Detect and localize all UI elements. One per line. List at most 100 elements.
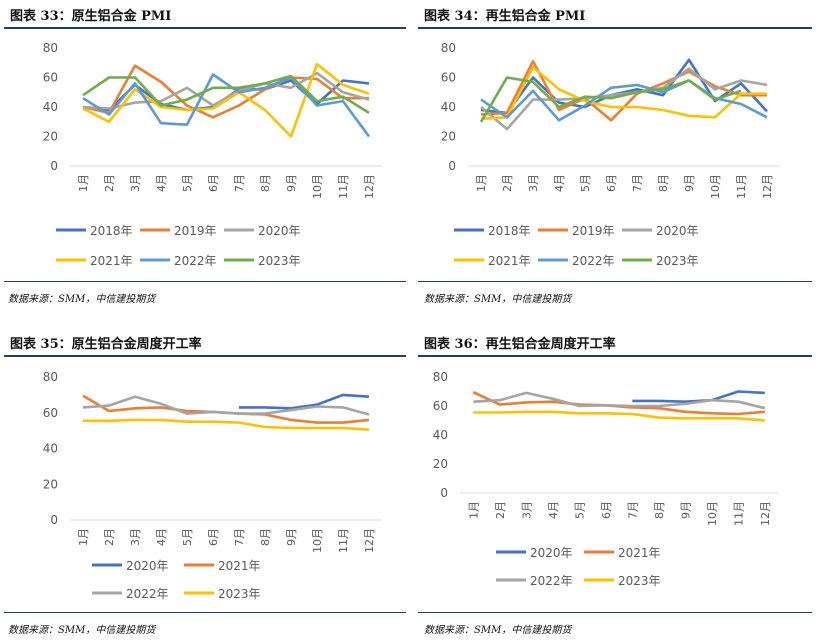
legend-label: 2023年 [218, 587, 261, 601]
series-line [82, 62, 370, 138]
legend-label: 2022年 [530, 574, 573, 588]
x-tick-label: 5月 [573, 501, 586, 519]
y-tick-label: 60 [43, 71, 58, 85]
y-tick-label: 0 [448, 159, 456, 173]
series-line [83, 418, 370, 431]
x-tick-label: 10月 [709, 174, 722, 199]
legend-label: 2021年 [218, 559, 261, 573]
legend-label: 2020年 [656, 224, 699, 238]
x-tick-label: 5月 [579, 174, 592, 192]
series-line [82, 64, 369, 119]
legend-label: 2022年 [126, 587, 169, 601]
series-line [82, 74, 370, 115]
series-line [473, 391, 766, 410]
y-tick-label: 60 [441, 71, 456, 85]
y-tick-label: 40 [433, 428, 448, 442]
x-tick-label: 3月 [129, 174, 142, 192]
line-chart-recycled-pmi: 0 20 40 60 80 1月 2月 3月 4月 5月 6月 7月 8月 9月 10月 11月 12月 2018… [441, 41, 780, 268]
x-tick-label: 12月 [761, 174, 774, 199]
x-tick-label: 4月 [155, 528, 168, 546]
y-tick-label: 20 [441, 130, 456, 144]
footer-divider [418, 612, 812, 613]
x-tick-label: 12月 [363, 528, 376, 553]
x-tick-label: 11月 [337, 528, 350, 553]
x-tick-label: 11月 [735, 174, 748, 199]
x-tick-label: 6月 [605, 174, 618, 192]
x-tick-label: 4月 [547, 501, 560, 519]
x-tick-label: 8月 [653, 501, 666, 519]
title-divider [4, 27, 406, 29]
y-tick-label: 0 [50, 159, 58, 173]
source-note: 数据来源：SMM，中信建投期货 [424, 294, 572, 305]
footer-divider [4, 281, 406, 282]
footer-divider [4, 612, 406, 613]
legend-label: 2022年 [572, 254, 615, 268]
x-tick-label: 11月 [732, 501, 745, 526]
x-tick-label: 1月 [77, 528, 90, 546]
line-chart-recycled-operating-rate: 0 20 40 60 80 1月 2月 3月 4月 5月 6月 7月 8月 9月 10月 11月 12月 2020… [433, 370, 778, 588]
chart-title: 图表 35：原生铝合金周度开工率 [10, 337, 202, 352]
y-tick-label: 80 [43, 41, 58, 55]
series-line [82, 73, 371, 138]
source-note: 数据来源：SMM，中信建投期货 [8, 625, 156, 636]
line-chart-primary-operating-rate: 0 20 40 60 80 1月 2月 3月 4月 5月 6月 7月 8月 9月 10月 11月 12月 2020… [43, 370, 382, 601]
series-line [479, 76, 742, 123]
title-divider [418, 27, 812, 29]
legend-label: 2023年 [618, 574, 661, 588]
x-tick-label: 8月 [657, 174, 670, 192]
x-tick-label: 10月 [311, 528, 324, 553]
title-divider [4, 355, 406, 357]
x-tick-label: 10月 [706, 501, 719, 526]
source-note: 数据来源：SMM，中信建投期货 [424, 625, 572, 636]
legend-label: 2019年 [174, 224, 217, 238]
series-line [480, 65, 767, 121]
x-tick-label: 7月 [233, 528, 246, 546]
x-tick-label: 9月 [683, 174, 696, 192]
y-tick-label: 80 [441, 41, 456, 55]
y-tick-label: 20 [43, 477, 58, 491]
x-tick-label: 3月 [527, 174, 540, 192]
series-line [82, 395, 370, 416]
y-tick-label: 0 [440, 486, 448, 500]
y-tick-label: 0 [50, 513, 58, 527]
y-tick-label: 40 [43, 442, 58, 456]
x-tick-label: 12月 [759, 501, 772, 526]
x-tick-label: 4月 [155, 174, 168, 192]
x-tick-label: 2月 [501, 174, 514, 192]
y-tick-label: 80 [43, 370, 58, 384]
x-tick-label: 8月 [259, 528, 272, 546]
x-tick-label: 5月 [181, 528, 194, 546]
legend-label: 2021年 [488, 254, 531, 268]
legend-label: 2023年 [656, 254, 699, 268]
x-tick-label: 9月 [285, 528, 298, 546]
chart-title: 图表 33：原生铝合金 PMI [10, 9, 172, 24]
y-tick-label: 20 [43, 130, 58, 144]
x-tick-label: 2月 [103, 528, 116, 546]
footer-divider [418, 281, 812, 282]
x-tick-label: 11月 [337, 174, 350, 199]
y-tick-label: 60 [433, 399, 448, 413]
y-tick-label: 40 [441, 100, 456, 114]
x-tick-label: 4月 [553, 174, 566, 192]
x-tick-label: 6月 [600, 501, 613, 519]
x-tick-label: 6月 [207, 174, 220, 192]
legend-label: 2018年 [488, 224, 531, 238]
series-line [473, 410, 765, 422]
x-tick-label: 5月 [181, 174, 194, 192]
x-tick-label: 7月 [631, 174, 644, 192]
x-tick-label: 12月 [363, 174, 376, 199]
line-chart-primary-pmi: 0 20 40 60 80 1月 2月 3月 4月 5月 6月 7月 8月 9月 10月 11月 12月 2018… [43, 41, 382, 268]
y-tick-label: 60 [43, 406, 58, 420]
y-tick-label: 20 [433, 457, 448, 471]
source-note: 数据来源：SMM，中信建投期货 [8, 294, 156, 305]
series-line [82, 71, 370, 110]
x-tick-label: 8月 [259, 174, 272, 192]
legend-label: 2020年 [258, 224, 301, 238]
x-tick-label: 6月 [207, 528, 220, 546]
legend-label: 2023年 [258, 254, 301, 268]
y-tick-label: 40 [43, 100, 58, 114]
chart-title: 图表 36：再生铝合金周度开工率 [424, 337, 616, 352]
x-tick-label: 3月 [129, 528, 142, 546]
legend-label: 2019年 [572, 224, 615, 238]
chart-title: 图表 34：再生铝合金 PMI [424, 9, 586, 24]
